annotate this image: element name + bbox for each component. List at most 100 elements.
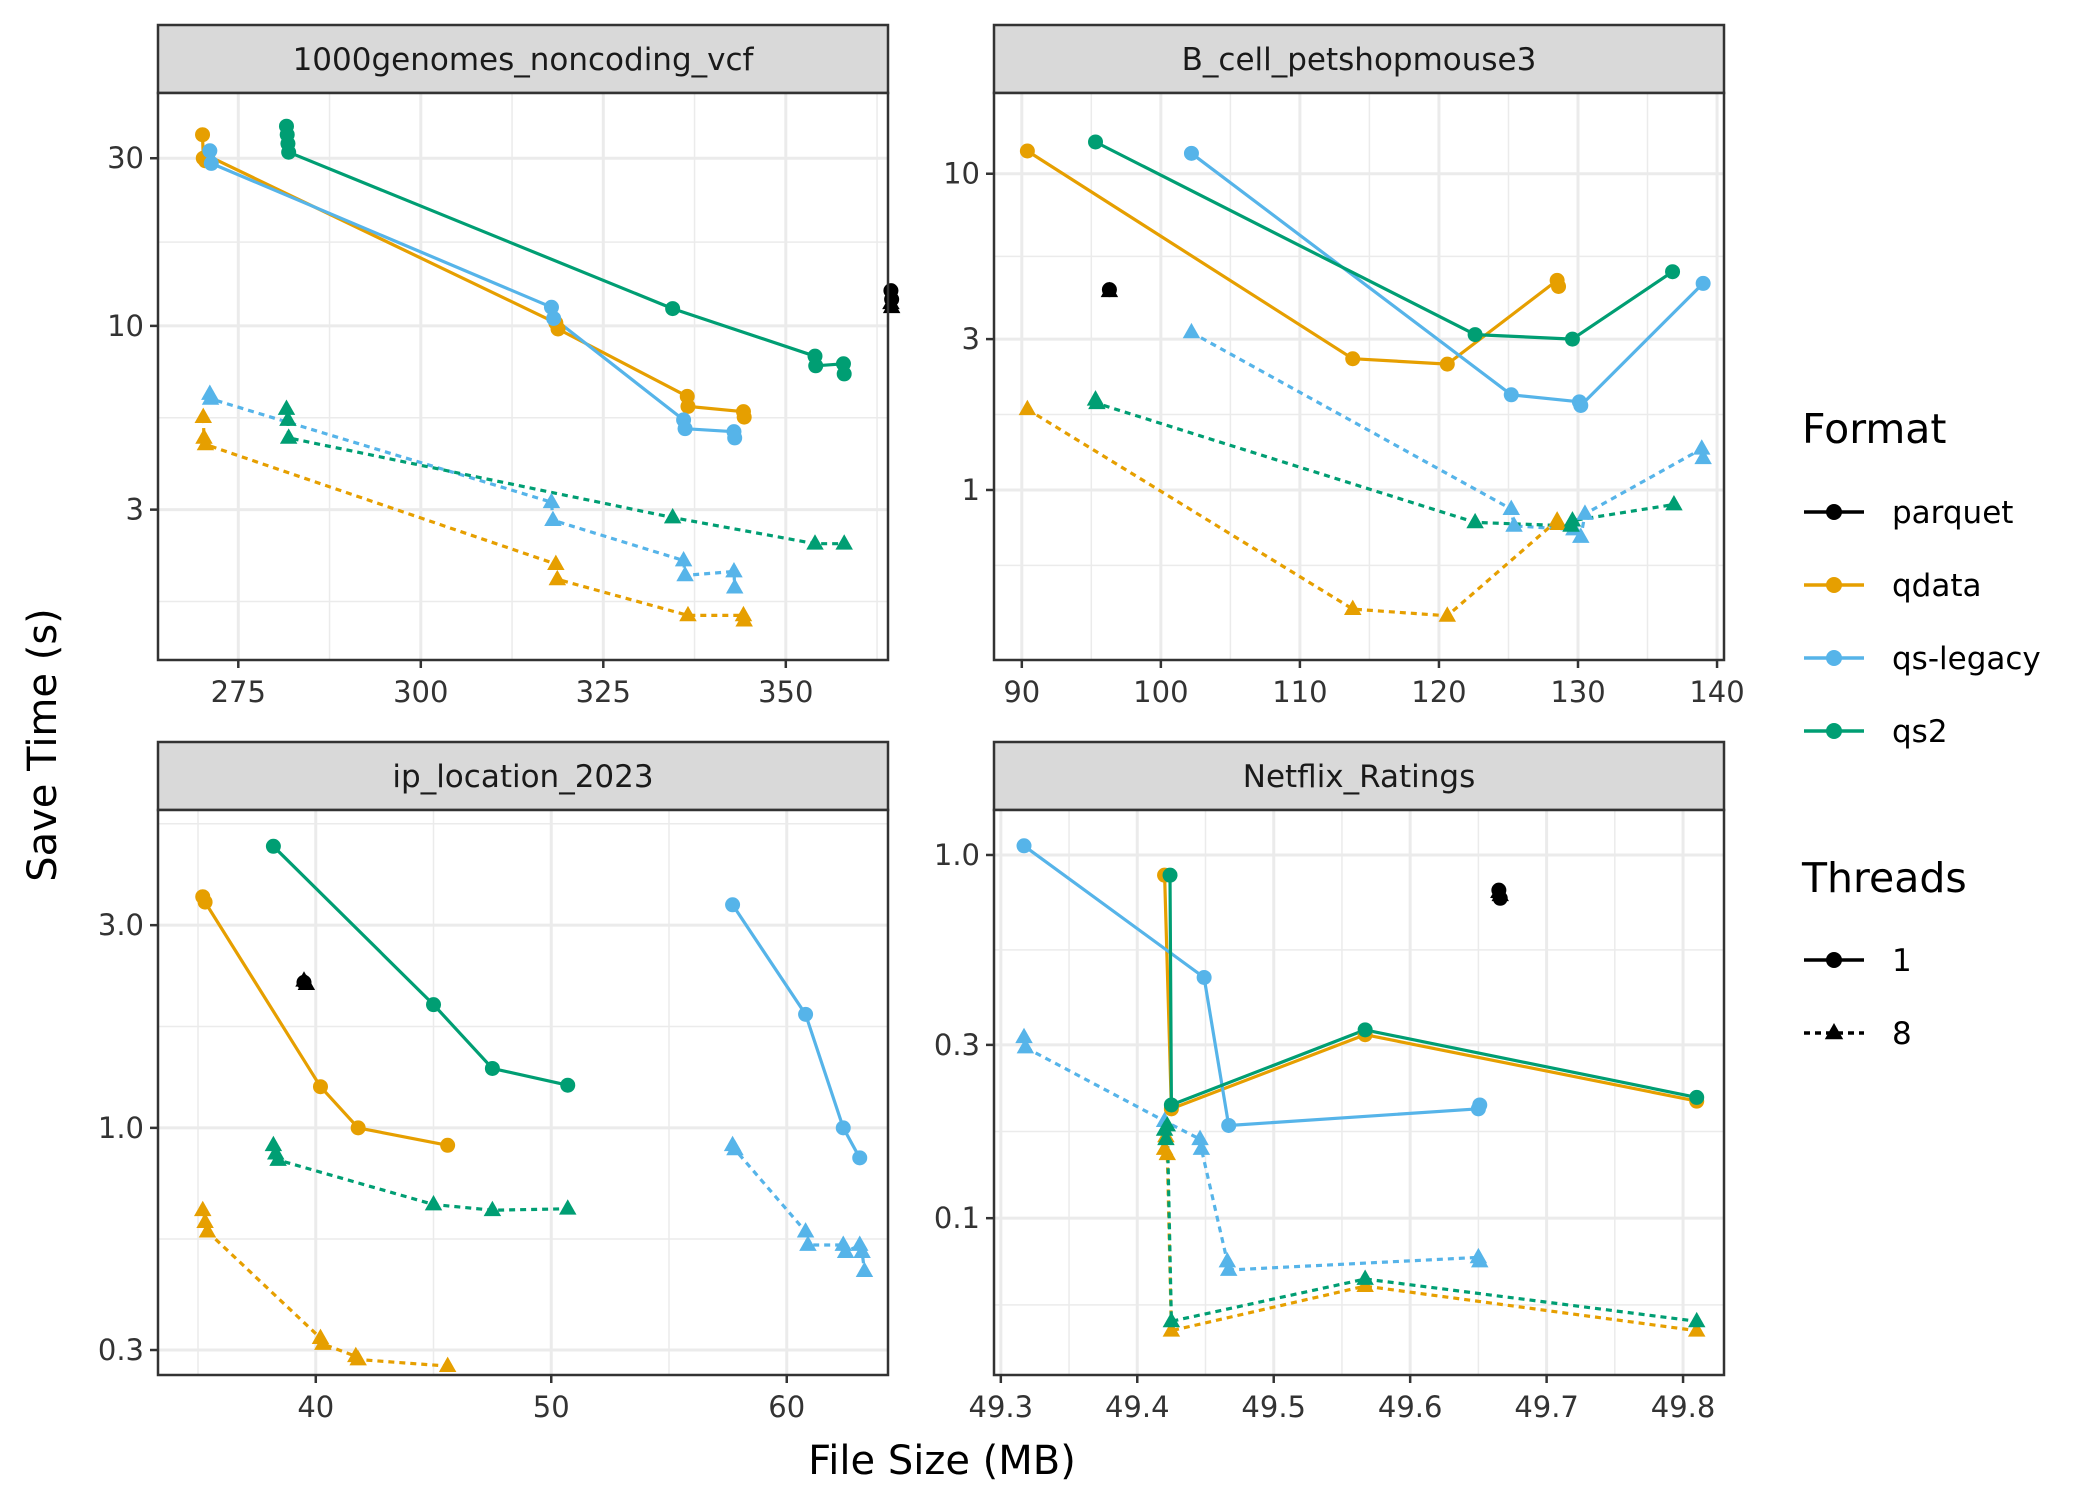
facet-title: 1000genomes_noncoding_vcf	[293, 42, 755, 78]
legend-label-qs2: qs2	[1892, 714, 1948, 750]
y-tick-label: 0.3	[98, 1333, 144, 1367]
data-point-qs-legacy-1thread	[1695, 275, 1711, 291]
data-point-qs-legacy-8thread	[1192, 1139, 1211, 1155]
legend-label-threads-1: 1	[1892, 943, 1912, 979]
data-point-qs-legacy-1thread	[546, 310, 562, 326]
data-point-qdata-8thread	[735, 611, 753, 627]
data-point-qs-legacy-8thread	[1576, 504, 1594, 520]
facet-title: Netflix_Ratings	[1243, 759, 1476, 795]
data-point-qs-legacy-1thread	[727, 430, 743, 446]
legend: Format parquet qdata qs-legacy qs2 Threads 1 8	[1801, 405, 2041, 1052]
data-point-qs2-1thread	[426, 997, 442, 1013]
series-points	[194, 118, 901, 627]
data-point-qdata-1thread	[1439, 356, 1455, 372]
y-tick-label: 10	[107, 309, 144, 343]
data-point-qs-legacy-8thread	[1505, 516, 1523, 532]
y-tick-label: 3.0	[98, 908, 144, 942]
data-point-qs2-8thread	[1466, 512, 1484, 529]
data-point-qs-legacy-8thread	[1015, 1027, 1033, 1044]
x-tick-label: 49.5	[1241, 1390, 1306, 1424]
data-point-qs2-1thread	[1467, 327, 1483, 343]
data-point-qdata-8thread	[1687, 1321, 1706, 1337]
data-point-qdata-8thread	[548, 569, 567, 586]
data-point-qs2-8thread	[279, 428, 298, 444]
series-line-qs2-1thread	[272, 845, 569, 1087]
data-point-qs2-8thread	[1088, 393, 1106, 410]
data-point-qs2-8thread	[269, 1150, 287, 1166]
data-point-qs2-8thread	[1162, 1311, 1181, 1328]
data-point-qs-legacy-8thread	[544, 510, 562, 527]
data-point-qs-legacy-8thread	[676, 565, 694, 582]
facet-title: ip_location_2023	[392, 759, 653, 795]
data-point-qs-legacy-1thread	[203, 155, 219, 171]
data-point-qs-legacy-8thread	[799, 1235, 817, 1251]
data-point-qs2-1thread	[281, 144, 297, 160]
legend-key-point	[1826, 723, 1842, 739]
x-tick-label: 300	[393, 675, 448, 709]
data-point-qs-legacy-8thread	[1182, 322, 1201, 339]
x-tick-label: 49.8	[1651, 1390, 1716, 1424]
y-tick-label: 0.3	[934, 1028, 980, 1062]
x-tick-label: 40	[297, 1390, 334, 1424]
data-point-qs-legacy-8thread	[1502, 499, 1520, 515]
legend-label-qs-legacy: qs-legacy	[1892, 641, 2041, 677]
data-point-qs-legacy-8thread	[1219, 1260, 1238, 1276]
data-point-qdata-1thread	[736, 409, 752, 425]
data-point-qdata-8thread	[349, 1349, 367, 1366]
data-point-qdata-8thread	[1549, 514, 1568, 530]
data-point-qdata-8thread	[314, 1334, 332, 1350]
data-point-qs-legacy-1thread	[677, 421, 693, 437]
x-tick-label: 120	[1411, 675, 1466, 709]
x-tick-label: 100	[1133, 675, 1188, 709]
data-point-qs2-1thread	[836, 366, 852, 382]
panel-border	[156, 808, 890, 1377]
x-tick-label: 49.6	[1378, 1390, 1443, 1424]
data-point-qs-legacy-1thread	[543, 299, 559, 315]
data-point-qdata-1thread	[197, 894, 213, 910]
data-point-qs-legacy-8thread	[1572, 527, 1590, 543]
data-point-qs-legacy-1thread	[1183, 145, 1199, 161]
data-point-qs-legacy-1thread	[852, 1150, 868, 1166]
data-point-qs2-1thread	[560, 1077, 576, 1093]
x-tick-label: 350	[758, 675, 813, 709]
panel: ip_location_2023 40 50 60 0.3 1.0 3.0	[98, 740, 890, 1424]
data-point-qs2-8thread	[1157, 1129, 1175, 1146]
panel: Netflix_Ratings 49.3 49.4 49.5 49.6 49.7 49.8 0…	[934, 740, 1726, 1424]
data-point-qs-legacy-8thread	[674, 550, 693, 567]
data-point-qs2-8thread	[1563, 511, 1582, 527]
series-line-qs2-1thread	[1168, 875, 1698, 1107]
x-tick-label: 49.4	[1105, 1390, 1170, 1424]
y-tick-label: 30	[107, 141, 144, 175]
data-point-qdata-8thread	[196, 1212, 214, 1229]
panel-background	[158, 810, 888, 1375]
data-point-qdata-1thread	[1551, 278, 1567, 294]
data-point-qs-legacy-8thread	[796, 1222, 815, 1238]
data-point-qdata-8thread	[438, 1356, 457, 1372]
x-tick-label: 90	[1003, 675, 1040, 709]
legend-key-point	[1826, 504, 1842, 520]
data-point-qs2-1thread	[1162, 867, 1178, 883]
panel-border	[156, 91, 890, 662]
x-tick-label: 49.7	[1514, 1390, 1579, 1424]
data-point-qdata-8thread	[1158, 1144, 1177, 1161]
data-point-qdata-1thread	[1345, 351, 1361, 367]
data-point-qs-legacy-8thread	[201, 389, 220, 405]
series-line-qs2-8thread	[284, 408, 845, 546]
data-point-qs-legacy-1thread	[1016, 838, 1032, 854]
data-point-qs-legacy-1thread	[835, 1120, 851, 1136]
panel: B_cell_petshopmouse3 90 100 110 120 130 140 1 3 1…	[943, 23, 1745, 709]
data-point-qs-legacy-8thread	[836, 1242, 855, 1258]
panel-border	[992, 91, 1726, 662]
panel-background	[158, 93, 888, 660]
y-axis-title: Save Time (s)	[20, 608, 66, 882]
data-point-qs2-1thread	[265, 838, 281, 854]
data-point-qs2-1thread	[1357, 1022, 1373, 1038]
legend-key-point	[1826, 650, 1842, 666]
data-point-qdata-1thread	[312, 1079, 328, 1095]
y-tick-label: 3	[962, 322, 980, 356]
x-tick-label: 49.3	[969, 1390, 1034, 1424]
data-point-qdata-8thread	[1162, 1321, 1181, 1337]
legend-key-point	[1826, 577, 1842, 593]
